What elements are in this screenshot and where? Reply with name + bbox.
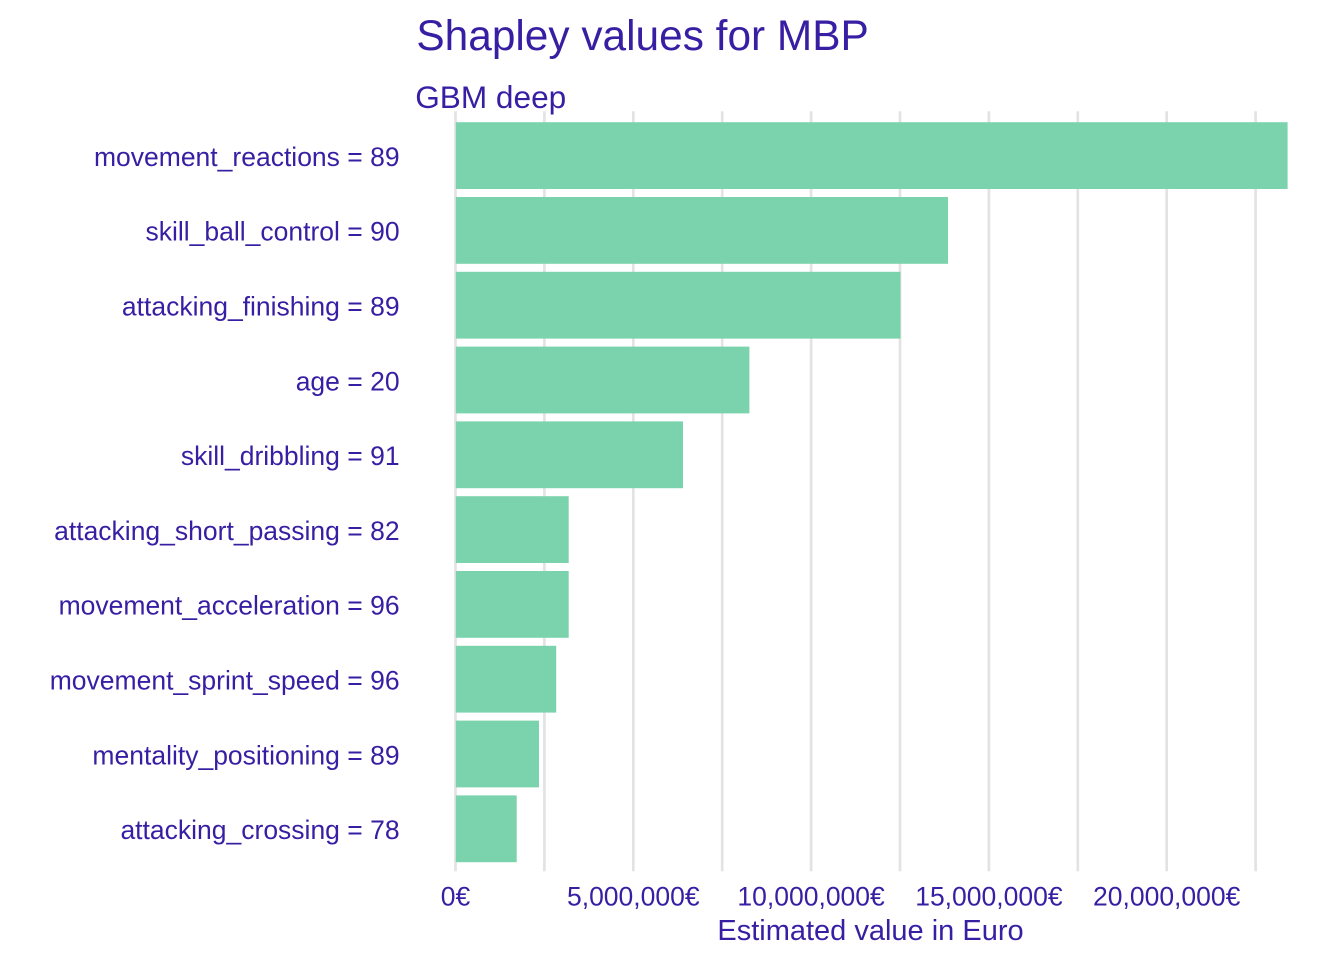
- svg-text:20,000,000€: 20,000,000€: [1093, 882, 1241, 912]
- svg-text:skill_dribbling = 91: skill_dribbling = 91: [181, 441, 400, 471]
- svg-text:Shapley values for MBP: Shapley values for MBP: [416, 12, 868, 59]
- svg-text:movement_sprint_speed = 96: movement_sprint_speed = 96: [50, 666, 400, 696]
- svg-text:0€: 0€: [441, 882, 471, 912]
- svg-text:age = 20: age = 20: [296, 366, 400, 396]
- svg-text:attacking_finishing = 89: attacking_finishing = 89: [122, 292, 400, 322]
- svg-text:5,000,000€: 5,000,000€: [567, 882, 700, 912]
- svg-text:15,000,000€: 15,000,000€: [915, 882, 1063, 912]
- svg-text:Estimated value in Euro: Estimated value in Euro: [717, 915, 1023, 947]
- svg-text:skill_ball_control = 90: skill_ball_control = 90: [145, 217, 399, 247]
- svg-text:10,000,000€: 10,000,000€: [737, 882, 885, 912]
- svg-text:mentality_positioning = 89: mentality_positioning = 89: [92, 740, 399, 770]
- svg-text:movement_acceleration = 96: movement_acceleration = 96: [59, 591, 400, 621]
- svg-text:attacking_short_passing = 82: attacking_short_passing = 82: [54, 516, 399, 546]
- svg-text:GBM deep: GBM deep: [415, 79, 566, 115]
- svg-text:attacking_crossing = 78: attacking_crossing = 78: [120, 815, 399, 845]
- svg-text:movement_reactions = 89: movement_reactions = 89: [94, 142, 400, 172]
